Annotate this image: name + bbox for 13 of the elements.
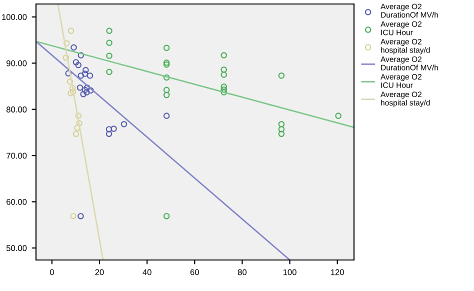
- x-tick-label: 80: [238, 269, 247, 276]
- x-tick-label: 20: [95, 269, 104, 276]
- x-tick-label: 0: [50, 269, 54, 276]
- x-tick-label: 120: [331, 269, 344, 276]
- x-tick-label: 40: [142, 269, 152, 276]
- y-tick-label: 60.00: [6, 198, 27, 205]
- x-tick-label: 60: [190, 269, 199, 276]
- y-tick-label: 90.00: [6, 60, 27, 66]
- y-tick-label: 80.00: [6, 106, 27, 112]
- y-tick-label: 50.00: [6, 245, 27, 252]
- x-tick-label: 100: [283, 269, 296, 276]
- y-tick-label: 100.00: [2, 14, 27, 20]
- y-tick-label: 70.00: [6, 152, 27, 159]
